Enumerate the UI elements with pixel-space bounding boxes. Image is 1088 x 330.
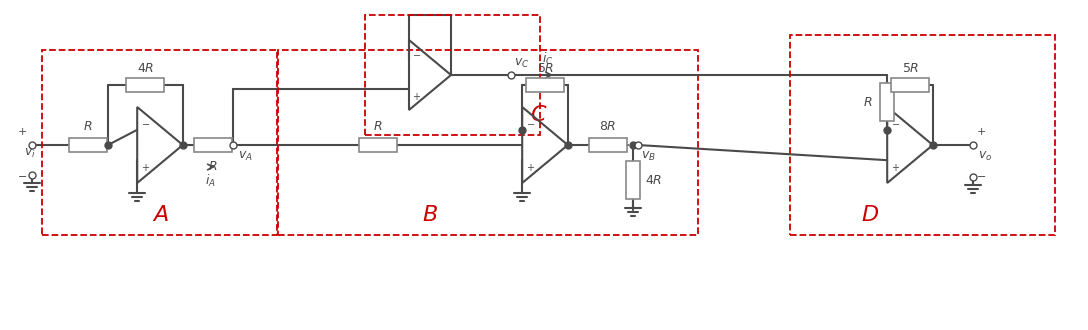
Text: $4R$: $4R$ <box>137 62 154 75</box>
Text: $-$: $-$ <box>526 118 535 128</box>
Text: $+$: $+$ <box>976 126 986 137</box>
Text: $R$: $R$ <box>373 120 382 133</box>
Bar <box>626 161 640 199</box>
Bar <box>69 138 107 152</box>
Text: $+$: $+$ <box>412 91 421 102</box>
Text: $R$: $R$ <box>863 96 873 109</box>
Text: $v_A$: $v_A$ <box>238 150 252 163</box>
Text: $-$: $-$ <box>412 49 421 59</box>
Bar <box>42 50 277 235</box>
Bar <box>526 78 564 92</box>
Text: $-$: $-$ <box>140 118 150 128</box>
Bar <box>891 78 929 92</box>
Text: $R$: $R$ <box>84 120 92 133</box>
Text: $v_C$: $v_C$ <box>514 57 530 70</box>
Text: $v_B$: $v_B$ <box>641 150 656 163</box>
Text: $v_i$: $v_i$ <box>24 147 36 160</box>
Bar <box>194 138 232 152</box>
Text: $R$: $R$ <box>208 160 218 173</box>
Text: $A$: $A$ <box>151 205 169 225</box>
Text: $i_C$: $i_C$ <box>542 51 554 67</box>
Text: $+$: $+$ <box>526 162 534 173</box>
Bar <box>880 83 894 121</box>
Text: $+$: $+$ <box>140 162 150 173</box>
Bar <box>364 15 540 135</box>
Text: $-$: $-$ <box>17 170 27 180</box>
Bar <box>126 78 164 92</box>
Text: $D$: $D$ <box>861 205 879 225</box>
Text: $B$: $B$ <box>422 205 438 225</box>
Bar <box>589 138 627 152</box>
Text: $i_A$: $i_A$ <box>206 173 217 189</box>
Bar <box>359 138 396 152</box>
Text: $8R$: $8R$ <box>599 120 617 133</box>
Text: $C$: $C$ <box>530 105 547 125</box>
Text: $+$: $+$ <box>17 126 27 137</box>
Text: $4R$: $4R$ <box>645 174 663 186</box>
Text: $5R$: $5R$ <box>536 62 554 75</box>
Bar <box>790 35 1055 235</box>
Text: $5R$: $5R$ <box>902 62 918 75</box>
Text: $-$: $-$ <box>976 170 986 180</box>
Bar <box>279 50 698 235</box>
Text: $+$: $+$ <box>891 162 900 173</box>
Text: $v_o$: $v_o$ <box>978 150 992 163</box>
Text: $-$: $-$ <box>891 118 900 128</box>
